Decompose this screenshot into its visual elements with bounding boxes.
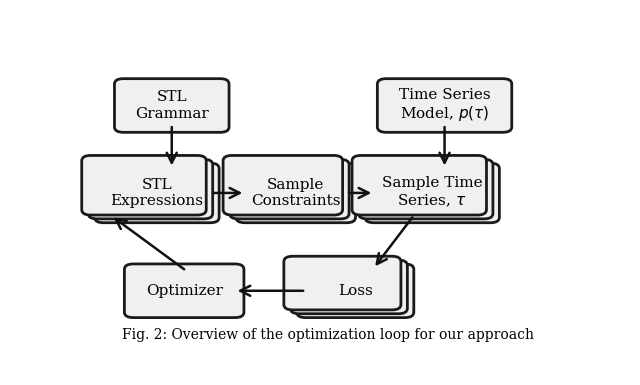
FancyBboxPatch shape	[378, 79, 512, 132]
FancyBboxPatch shape	[230, 159, 349, 219]
Text: Fig. 2: Overview of the optimization loop for our approach: Fig. 2: Overview of the optimization loo…	[122, 328, 534, 342]
FancyBboxPatch shape	[95, 163, 219, 223]
Text: Sample
Constraints: Sample Constraints	[251, 178, 340, 208]
Text: Sample Time
Series, $\tau$: Sample Time Series, $\tau$	[382, 176, 483, 209]
FancyBboxPatch shape	[358, 159, 493, 219]
FancyBboxPatch shape	[297, 264, 414, 318]
FancyBboxPatch shape	[236, 163, 356, 223]
FancyBboxPatch shape	[82, 156, 206, 215]
FancyBboxPatch shape	[284, 256, 401, 310]
Text: STL
Expressions: STL Expressions	[110, 178, 204, 208]
Text: STL
Grammar: STL Grammar	[135, 90, 209, 121]
Text: Loss: Loss	[338, 284, 372, 298]
Text: Time Series
Model, $p(\tau)$: Time Series Model, $p(\tau)$	[399, 88, 490, 123]
FancyBboxPatch shape	[223, 156, 342, 215]
FancyBboxPatch shape	[115, 79, 229, 132]
FancyBboxPatch shape	[291, 260, 408, 314]
FancyBboxPatch shape	[365, 163, 499, 223]
Text: Optimizer: Optimizer	[146, 284, 223, 298]
FancyBboxPatch shape	[124, 264, 244, 318]
FancyBboxPatch shape	[88, 159, 212, 219]
FancyBboxPatch shape	[352, 156, 486, 215]
